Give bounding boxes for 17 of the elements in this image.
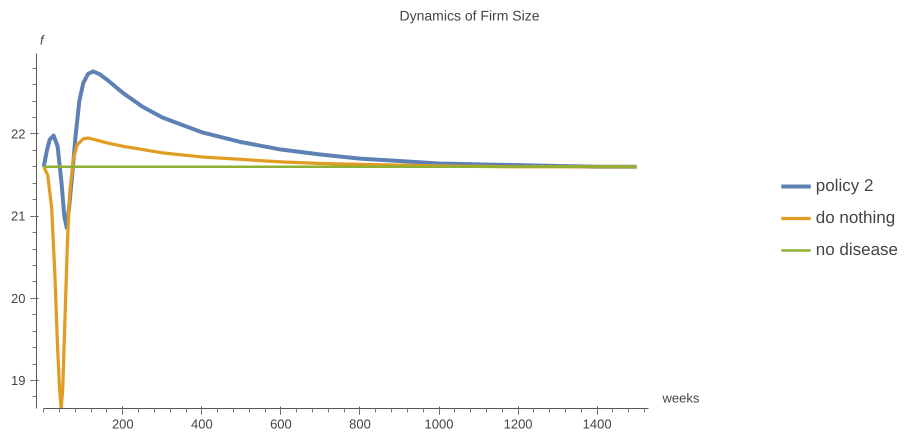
legend-label: policy 2 (816, 176, 874, 196)
x-tick-label: 1200 (504, 416, 533, 432)
y-tick-label: 20 (11, 290, 26, 306)
y-axis-title: f (40, 32, 45, 48)
x-tick-label: 1000 (424, 416, 454, 432)
x-tick-label: 600 (270, 416, 292, 432)
x-tick-label: 800 (349, 416, 371, 432)
x-tick-label: 200 (112, 416, 134, 432)
y-tick-label: 22 (11, 126, 26, 142)
legend-label: no disease (816, 240, 898, 260)
y-tick-label: 21 (11, 208, 26, 224)
legend-label: do nothing (816, 208, 896, 228)
x-axis-title: weeks (662, 390, 700, 406)
y-tick-label: 19 (11, 373, 26, 388)
x-tick-label: 1400 (582, 416, 612, 432)
chart-title: Dynamics of Firm Size (399, 8, 540, 24)
x-tick-label: 400 (191, 416, 213, 432)
